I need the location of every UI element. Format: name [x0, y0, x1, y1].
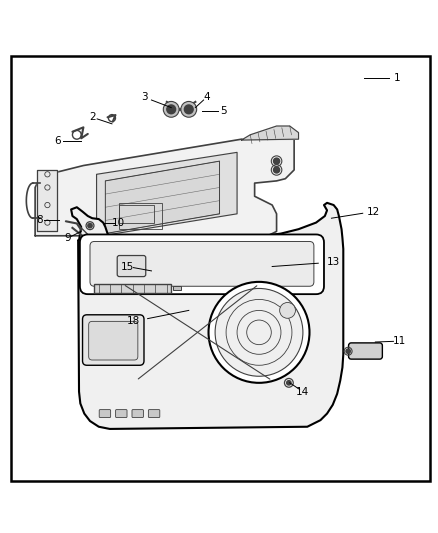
FancyBboxPatch shape — [99, 410, 110, 417]
Bar — [94, 284, 171, 293]
Circle shape — [215, 288, 302, 376]
Text: 9: 9 — [64, 233, 71, 243]
FancyBboxPatch shape — [132, 410, 143, 417]
FancyBboxPatch shape — [348, 343, 381, 359]
Circle shape — [286, 381, 290, 385]
FancyBboxPatch shape — [117, 255, 145, 277]
Polygon shape — [105, 161, 219, 233]
FancyBboxPatch shape — [148, 410, 159, 417]
FancyBboxPatch shape — [88, 321, 138, 360]
Polygon shape — [37, 170, 57, 231]
Polygon shape — [35, 139, 293, 243]
Text: 2: 2 — [88, 112, 95, 122]
Polygon shape — [71, 203, 343, 429]
FancyBboxPatch shape — [80, 235, 323, 294]
Text: 10: 10 — [112, 217, 125, 228]
Circle shape — [88, 223, 92, 228]
Circle shape — [166, 105, 175, 114]
Text: 5: 5 — [220, 106, 227, 116]
FancyBboxPatch shape — [90, 241, 313, 286]
Text: 11: 11 — [392, 336, 405, 346]
Circle shape — [273, 167, 279, 173]
Bar — [118, 205, 153, 223]
Bar — [173, 286, 181, 290]
Text: 4: 4 — [202, 93, 209, 102]
FancyBboxPatch shape — [115, 410, 127, 417]
Text: 13: 13 — [326, 257, 339, 267]
Text: 1: 1 — [393, 72, 400, 83]
Text: 8: 8 — [36, 215, 43, 225]
Polygon shape — [96, 152, 237, 237]
Text: 6: 6 — [53, 136, 60, 147]
Circle shape — [279, 303, 295, 318]
Circle shape — [208, 282, 309, 383]
Text: 15: 15 — [120, 262, 134, 271]
Text: 14: 14 — [296, 386, 309, 397]
Circle shape — [163, 101, 179, 117]
FancyBboxPatch shape — [82, 315, 144, 365]
Polygon shape — [241, 126, 298, 140]
Circle shape — [184, 105, 193, 114]
Circle shape — [273, 158, 279, 164]
Text: 18: 18 — [127, 317, 140, 326]
Bar — [118, 203, 162, 229]
Circle shape — [180, 101, 196, 117]
Text: 3: 3 — [141, 93, 148, 102]
Circle shape — [345, 349, 350, 353]
Text: 12: 12 — [366, 207, 379, 216]
